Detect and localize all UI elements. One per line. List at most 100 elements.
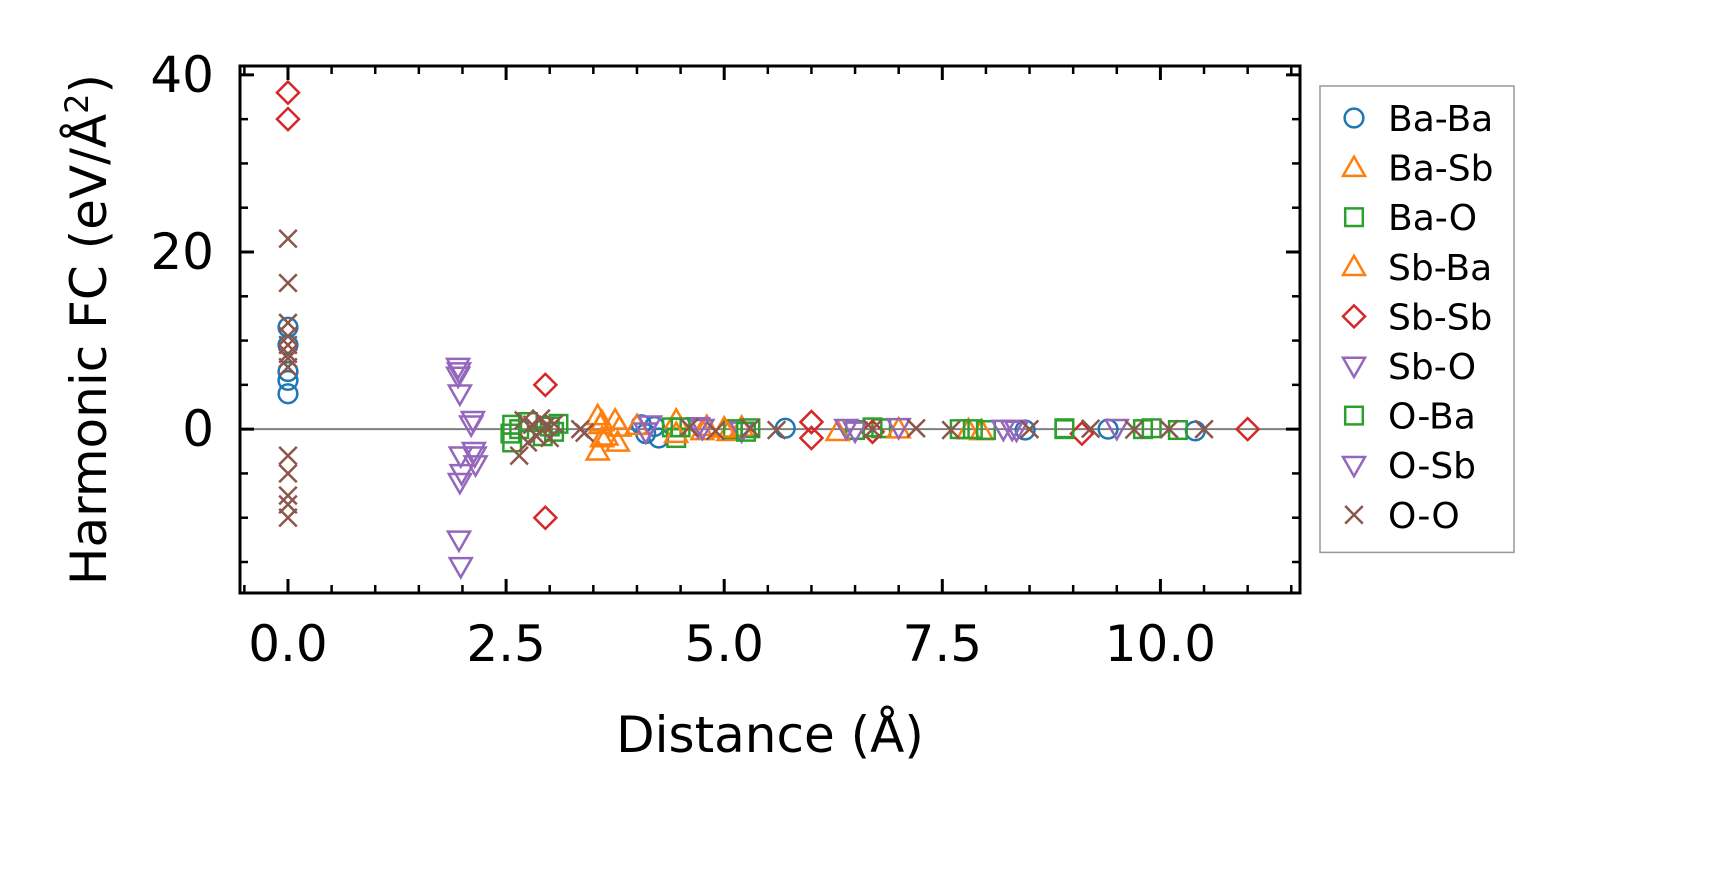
data-point [841, 421, 869, 445]
data-point [277, 383, 299, 405]
data-point [278, 357, 298, 377]
legend-entry: O-Sb [1340, 446, 1476, 487]
data-point [1080, 419, 1101, 439]
data-point [885, 417, 912, 441]
data-point [604, 428, 631, 452]
legend-marker [1340, 455, 1368, 479]
legend-label: Ba-O [1388, 198, 1477, 239]
series-o-o [278, 229, 1214, 528]
x-axis-title: Distance (Å) [616, 706, 924, 764]
data-point [458, 415, 485, 439]
data-point [684, 416, 712, 441]
legend-label: O-Sb [1388, 446, 1476, 487]
legend-entry: Sb-O [1340, 347, 1476, 388]
data-point [275, 79, 301, 106]
data-point [1103, 418, 1130, 442]
data-point [1234, 416, 1261, 442]
legend-marker [1340, 356, 1368, 380]
axis-ticks: 0.0 2.5 5.0 7.5 10.0 0 20 40 [150, 46, 1300, 673]
data-point [278, 348, 298, 368]
y-axis-title-main: Harmonic FC (eV/Å [60, 114, 118, 585]
y-axis-title-close: ) [60, 74, 118, 94]
y-tick-label: 40 [150, 46, 214, 104]
data-point [447, 556, 474, 580]
data-point [587, 411, 614, 435]
data-point [544, 414, 564, 434]
axes-frame [238, 64, 1302, 595]
data-point [798, 425, 825, 451]
data-point [941, 420, 961, 440]
data-point [1159, 419, 1179, 439]
legend-entry: O-O [1344, 496, 1460, 537]
data-point [275, 106, 301, 132]
legend-marker [1343, 207, 1365, 228]
data-point [1054, 418, 1075, 439]
x-tick-label: 7.5 [903, 615, 983, 673]
data-point [278, 229, 298, 249]
x-tick-label: 10.0 [1105, 615, 1216, 673]
data-point [1194, 419, 1214, 439]
data-point [460, 441, 487, 465]
data-point [606, 413, 633, 437]
data-point [859, 419, 886, 445]
legend-entry: Ba-Ba [1343, 99, 1493, 140]
data-point [540, 428, 560, 448]
data-point [278, 508, 298, 528]
legend-entry: Ba-O [1343, 198, 1477, 239]
legend-label: O-Ba [1388, 397, 1476, 438]
x-tick-label: 0.0 [248, 615, 328, 673]
data-point [444, 366, 472, 390]
legend-label: Ba-Sb [1388, 149, 1493, 190]
y-axis-title: Harmonic FC (eV/Å2) [58, 74, 118, 585]
legend-marker [1340, 253, 1368, 277]
data-point [532, 372, 559, 398]
y-tick-label: 0 [182, 400, 214, 458]
data-point [278, 273, 298, 293]
data-point [445, 530, 473, 554]
data-point [679, 417, 699, 438]
data-point [278, 485, 298, 506]
data-point [740, 418, 761, 438]
legend-entry: Ba-Sb [1340, 149, 1493, 190]
data-points [275, 79, 1261, 580]
data-point [574, 423, 595, 443]
data-point [998, 419, 1026, 443]
data-point [1019, 419, 1040, 439]
legend-marker [1343, 405, 1365, 426]
legend-label: O-O [1388, 496, 1460, 537]
legend-marker [1341, 303, 1367, 330]
data-point [277, 369, 299, 392]
data-point [740, 418, 761, 439]
data-point [632, 422, 659, 446]
legend-label: Sb-Ba [1388, 248, 1492, 289]
legend-marker [1340, 154, 1368, 178]
legend-marker [1343, 107, 1365, 129]
legend-label: Sb-Sb [1388, 297, 1492, 338]
x-tick-label: 5.0 [684, 615, 764, 673]
data-point [584, 437, 611, 461]
data-point [278, 463, 298, 484]
legend-label: Sb-O [1388, 347, 1476, 388]
legend-label: Ba-Ba [1388, 99, 1493, 140]
series-o-sb [445, 362, 1026, 487]
data-point [1124, 419, 1144, 440]
data-point [862, 419, 883, 439]
data-point [509, 446, 529, 466]
legend: Ba-Ba Ba-Sb Ba-O Sb-Ba Sb-Sb Sb-O O-Ba O-Sb O-O [1319, 85, 1515, 554]
data-point [445, 362, 473, 386]
series-sb-sb [275, 79, 1261, 531]
data-point [975, 419, 996, 441]
data-point [277, 316, 299, 338]
legend-marker [1344, 505, 1364, 525]
data-point [766, 420, 787, 440]
legend-entry: Sb-Sb [1341, 297, 1492, 338]
data-point [446, 472, 474, 496]
data-point [278, 446, 298, 466]
data-point [705, 421, 726, 441]
data-point [278, 326, 298, 346]
data-point [689, 418, 716, 442]
legend-entry: Sb-Ba [1340, 248, 1492, 289]
data-point [906, 418, 926, 438]
y-tick-label: 20 [150, 223, 214, 281]
